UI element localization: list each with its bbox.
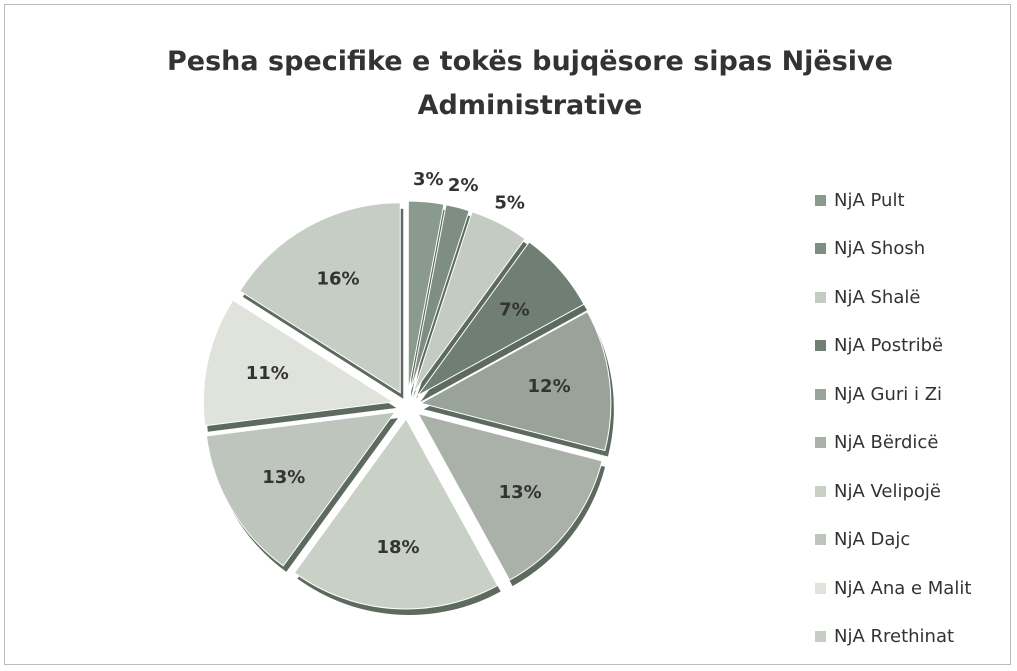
- legend: NjA Pult NjA Shosh NjA Shalë NjA Postribë Nj…: [815, 176, 971, 661]
- legend-label: NjA Dajc: [834, 529, 911, 551]
- legend-entry: NjA Bërdicë: [815, 419, 971, 468]
- data-label: 18%: [376, 537, 419, 558]
- legend-entry: NjA Shosh: [815, 225, 971, 274]
- legend-label: NjA Guri i Zi: [834, 383, 943, 405]
- slice: [205, 411, 397, 567]
- data-label: 2%: [448, 175, 479, 196]
- legend-swatch: [815, 194, 826, 206]
- legend-swatch: [815, 388, 826, 400]
- legend-label: NjA Pult: [834, 189, 905, 211]
- legend-label: NjA Bërdicë: [834, 432, 939, 454]
- legend-entry: NjA Guri i Zi: [815, 370, 971, 419]
- data-label: 13%: [262, 467, 305, 488]
- slice: [419, 311, 612, 452]
- data-label: 13%: [499, 482, 542, 503]
- slice: [202, 299, 395, 427]
- legend-label: NjA Velipojë: [834, 480, 942, 502]
- legend-swatch: [815, 582, 826, 594]
- legend-swatch: [815, 631, 826, 643]
- legend-label: NjA Postribë: [834, 335, 944, 357]
- legend-swatch: [815, 340, 826, 352]
- slice: [239, 202, 401, 394]
- legend-label: NjA Ana e Malit: [834, 577, 972, 599]
- data-label: 5%: [494, 193, 525, 214]
- legend-entry: NjA Shalë: [815, 273, 971, 322]
- legend-swatch: [815, 291, 826, 303]
- slice: [417, 241, 585, 397]
- legend-swatch: [815, 534, 826, 546]
- legend-swatch: [815, 437, 826, 449]
- data-label: 3%: [413, 169, 444, 190]
- data-label: 16%: [316, 269, 359, 290]
- legend-label: NjA Shosh: [834, 238, 926, 260]
- legend-swatch: [815, 243, 826, 255]
- legend-label: NjA Shalë: [834, 286, 921, 308]
- legend-swatch: [815, 485, 826, 497]
- legend-entry: NjA Rrethinat: [815, 613, 971, 662]
- slice: [409, 204, 470, 392]
- legend-entry: NjA Ana e Malit: [815, 564, 971, 613]
- data-label: 11%: [246, 363, 289, 384]
- slice: [417, 412, 603, 581]
- slice: [412, 211, 526, 393]
- legend-entry: NjA Postribë: [815, 322, 971, 371]
- chart-title: Pesha specifike e tokës bujqësore sipas …: [167, 46, 893, 121]
- data-label: 7%: [499, 299, 530, 320]
- legend-entry: NjA Velipojë: [815, 467, 971, 516]
- legend-label: NjA Rrethinat: [834, 626, 955, 648]
- slice: [407, 200, 445, 392]
- data-label: 12%: [528, 376, 571, 397]
- legend-entry: NjA Pult: [815, 176, 971, 225]
- slice: [293, 418, 499, 610]
- legend-entry: NjA Dajc: [815, 516, 971, 565]
- pie-chart: 3% 2% 5% 7% 12% 13% 18% 13% 11% 16%: [202, 169, 614, 615]
- chart-frame: [4, 4, 1011, 665]
